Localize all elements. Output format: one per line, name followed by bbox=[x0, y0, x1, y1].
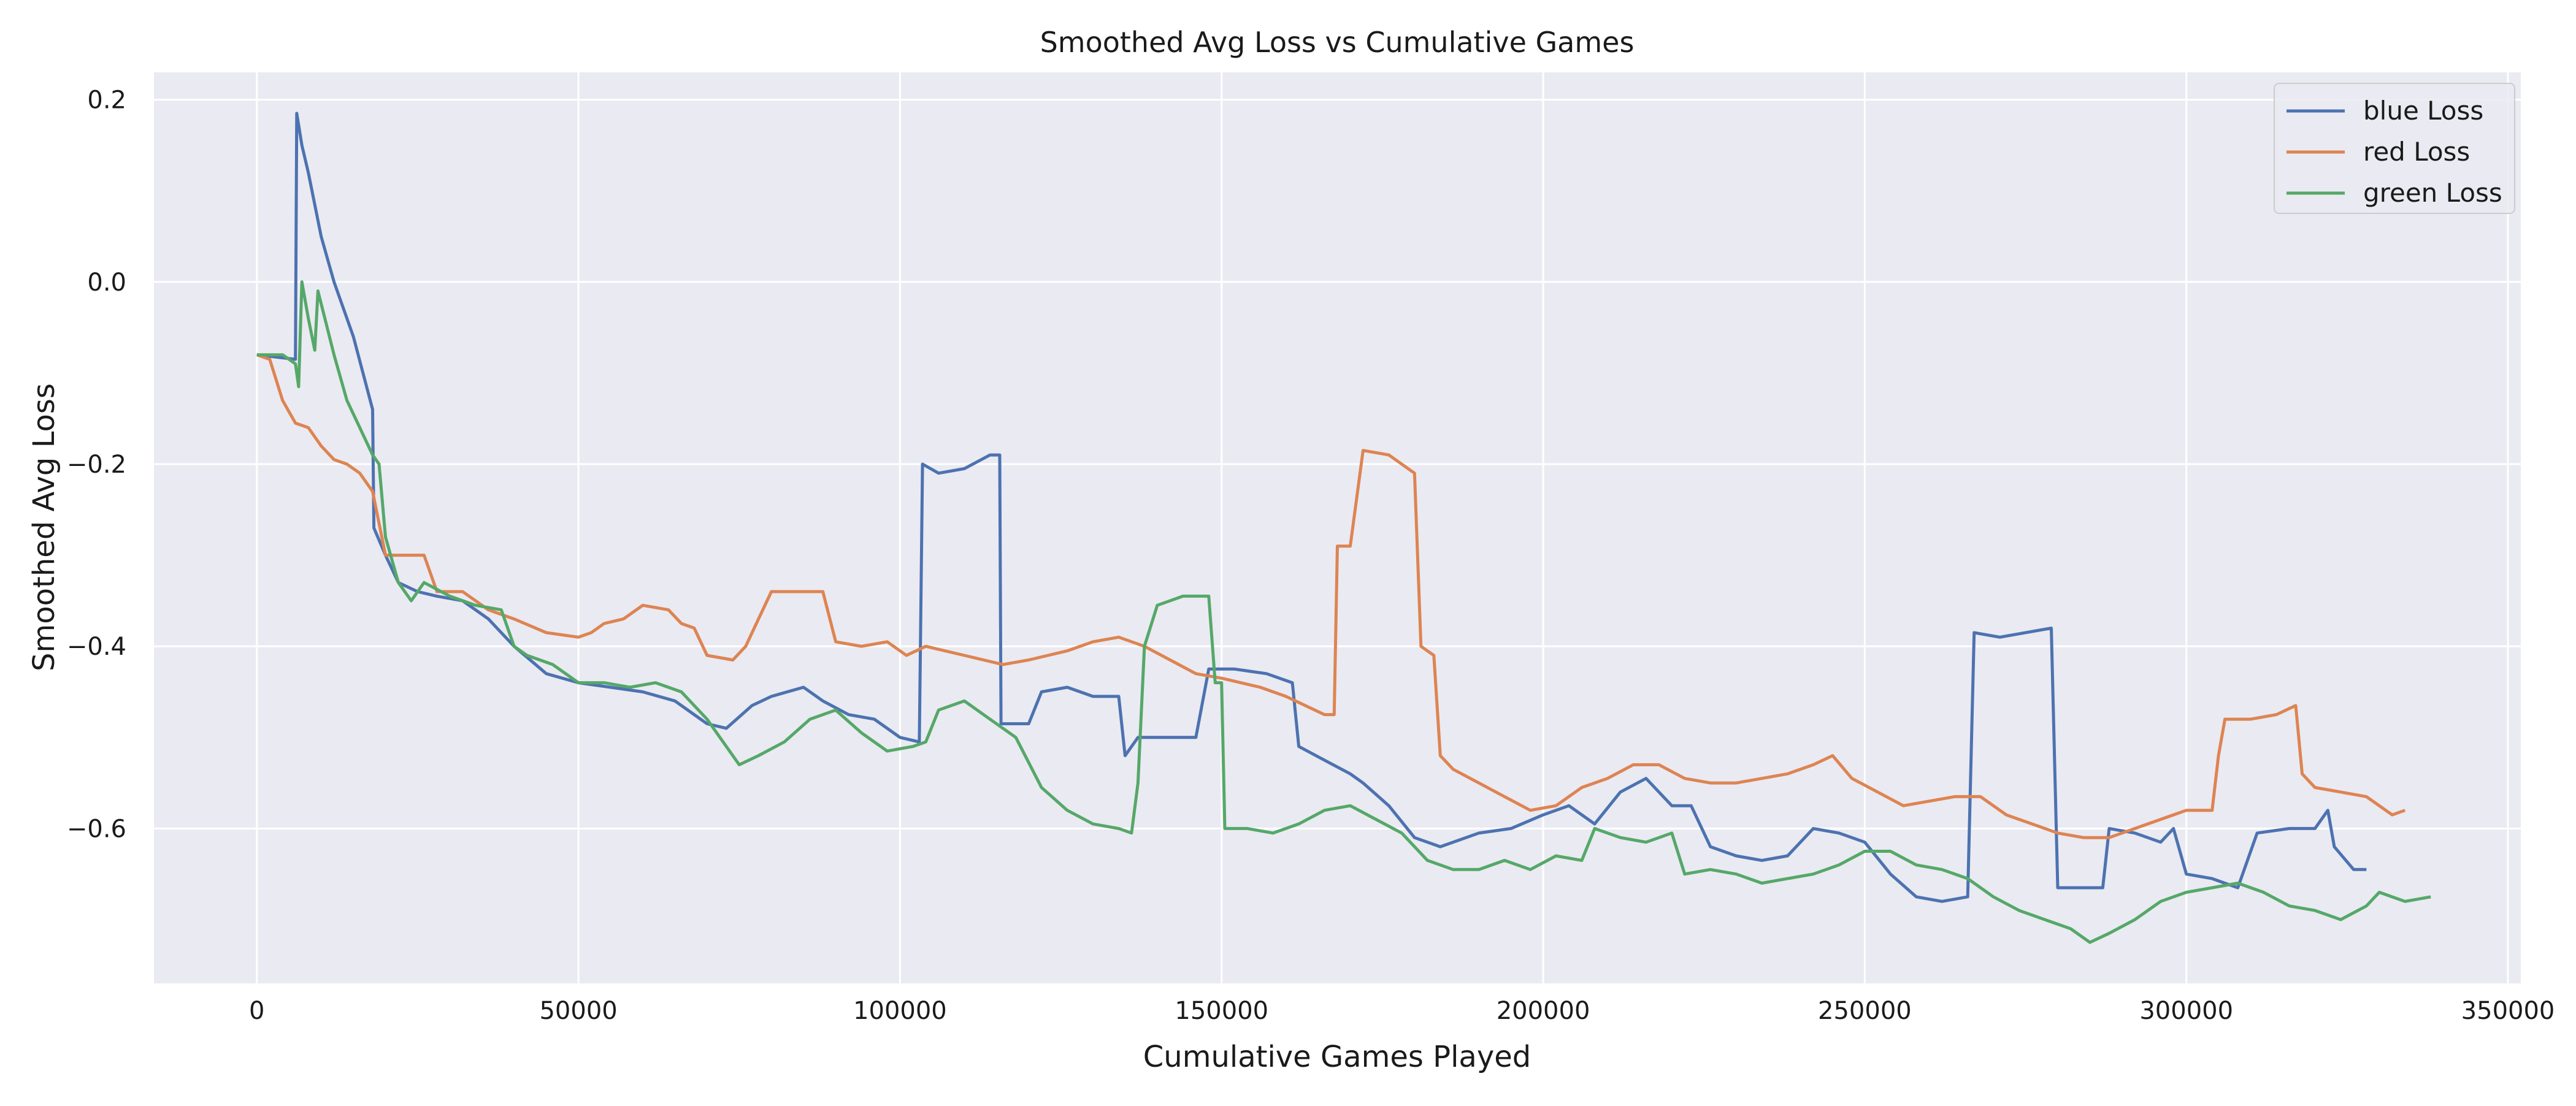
legend-box bbox=[2274, 83, 2515, 214]
y-tick-label: −0.6 bbox=[67, 815, 126, 843]
x-tick-label: 150000 bbox=[1175, 997, 1268, 1025]
series-line-green bbox=[256, 280, 2431, 944]
x-tick-label: 100000 bbox=[853, 997, 947, 1025]
legend-label: blue Loss bbox=[2363, 96, 2483, 126]
chart-title: Smoothed Avg Loss vs Cumulative Games bbox=[1040, 26, 1635, 59]
plot-background bbox=[154, 72, 2521, 983]
x-tick-label: 250000 bbox=[1818, 997, 1912, 1025]
y-tick-label: −0.4 bbox=[67, 633, 126, 661]
legend-label: green Loss bbox=[2363, 178, 2502, 208]
x-axis-label: Cumulative Games Played bbox=[1143, 1040, 1531, 1074]
x-tick-label: 50000 bbox=[539, 997, 617, 1025]
y-tick-label: −0.2 bbox=[67, 451, 126, 479]
tick-labels: 0 50000 100000 150000 200000 250000 300000 3500… bbox=[67, 86, 2555, 1025]
y-tick-label: 0.2 bbox=[87, 86, 126, 115]
series-layer bbox=[256, 112, 2431, 944]
legend: blue Loss red Loss green Loss bbox=[2274, 83, 2515, 214]
y-tick-label: 0.0 bbox=[87, 269, 126, 297]
x-tick-label: 200000 bbox=[1497, 997, 1590, 1025]
x-tick-label: 350000 bbox=[2461, 997, 2555, 1025]
grid-layer bbox=[154, 72, 2521, 983]
legend-label: red Loss bbox=[2363, 137, 2470, 167]
y-axis-label: Smoothed Avg Loss bbox=[27, 383, 61, 671]
series-line-red bbox=[256, 353, 2406, 839]
x-tick-label: 300000 bbox=[2139, 997, 2233, 1025]
x-tick-label: 0 bbox=[249, 997, 264, 1025]
